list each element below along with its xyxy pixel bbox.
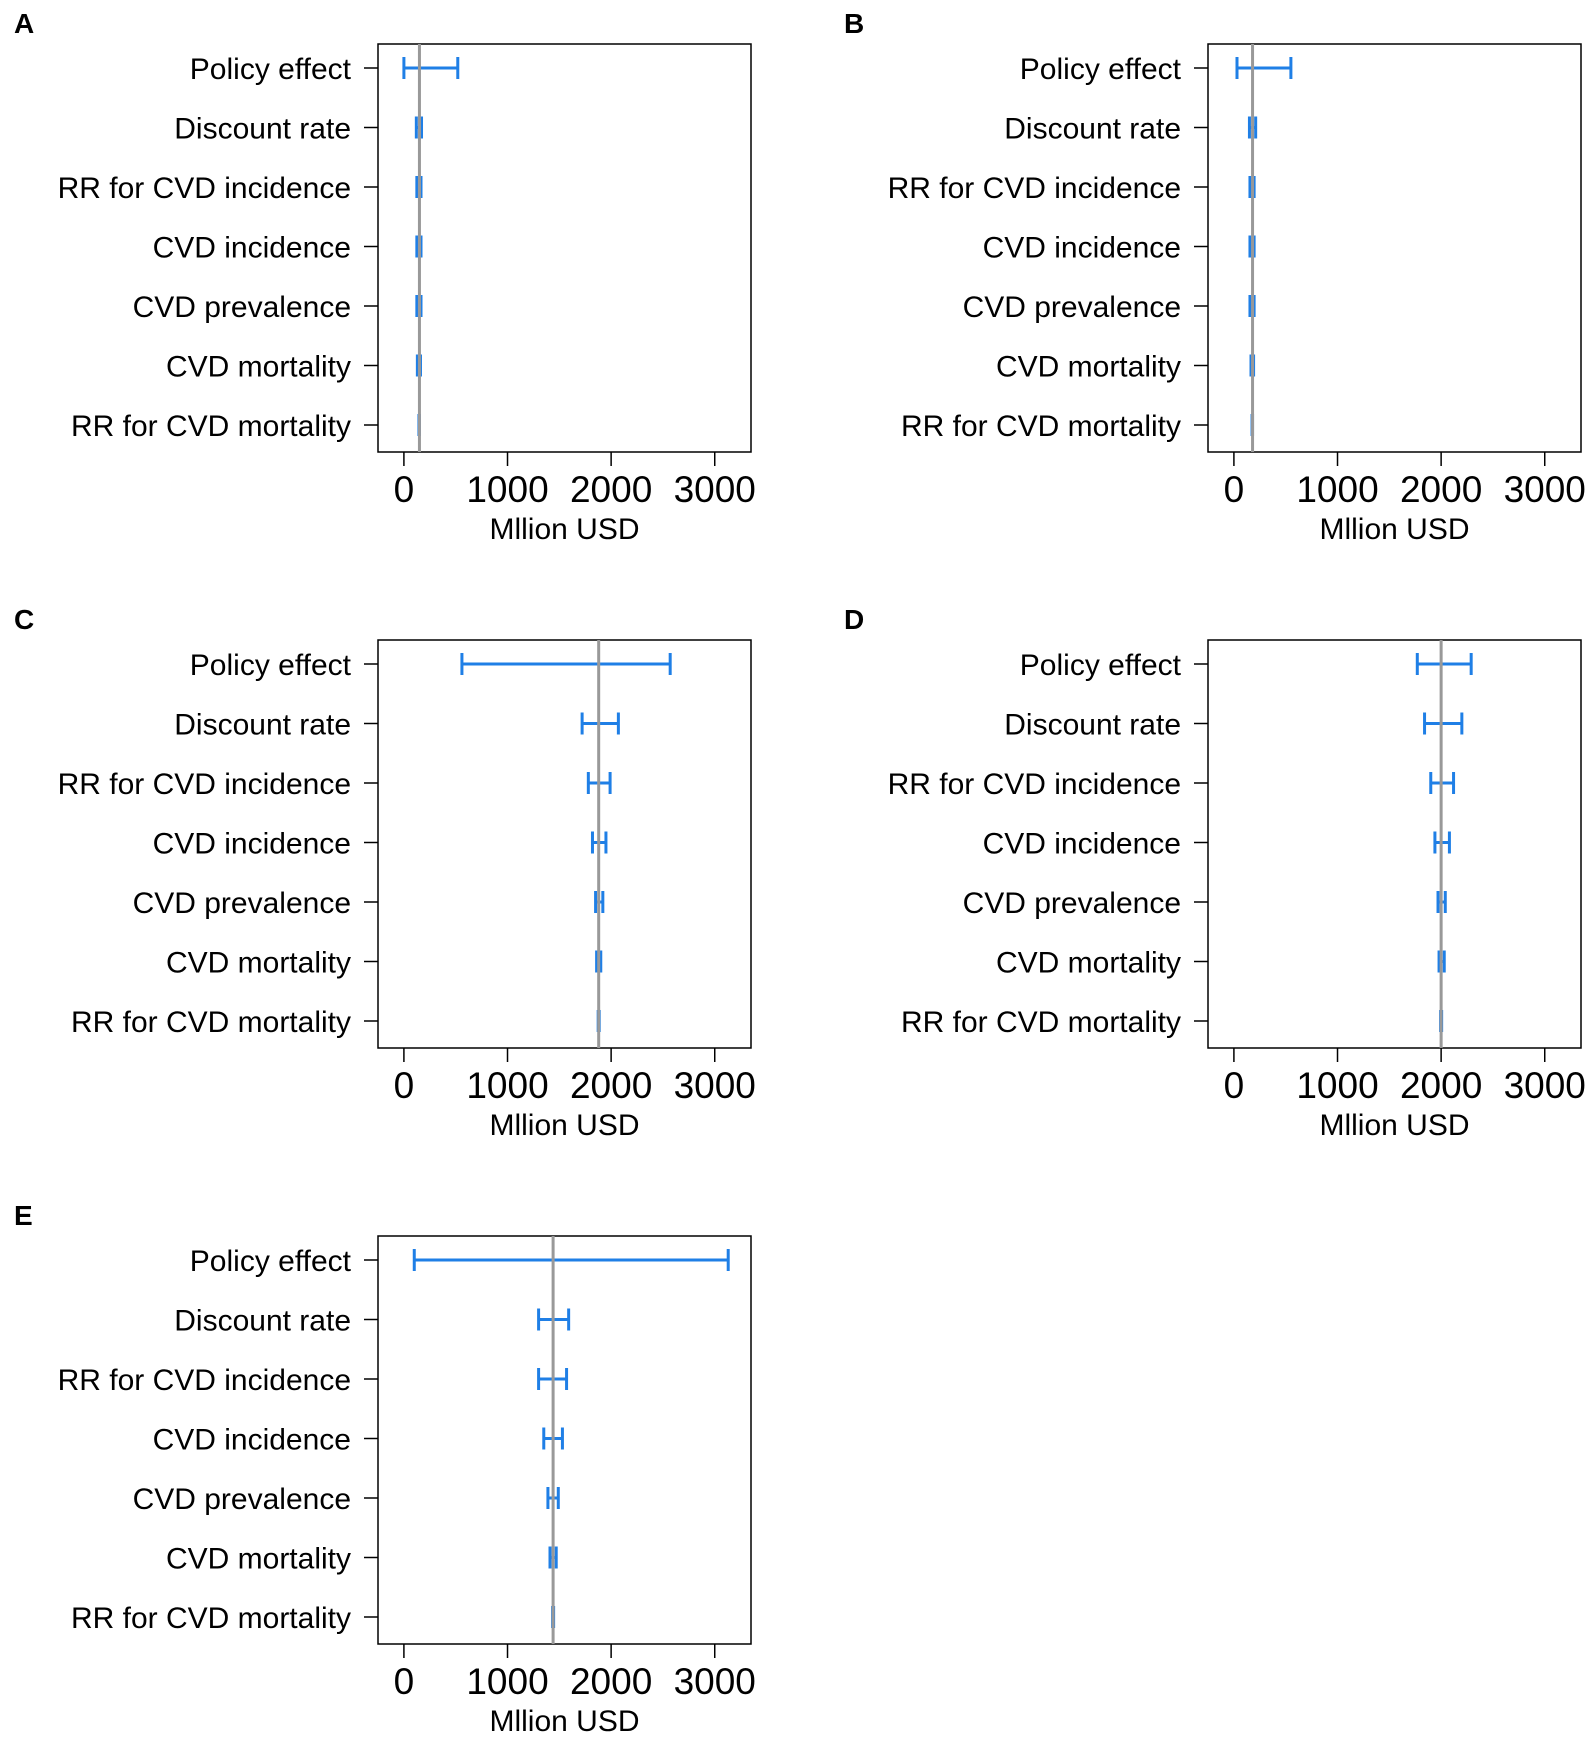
panel-letter: A [14, 8, 34, 39]
range-bar [412, 1249, 730, 1271]
category-label: CVD prevalence [963, 887, 1181, 920]
category-label: RR for CVD mortality [71, 1602, 351, 1635]
category-label: CVD incidence [983, 828, 1181, 861]
category-label: Policy effect [190, 649, 352, 682]
x-tick-label: 3000 [674, 469, 756, 510]
x-tick-label: 2000 [570, 469, 652, 510]
x-tick-label: 1000 [466, 469, 548, 510]
category-label: Discount rate [174, 709, 351, 742]
x-tick-label: 2000 [1400, 469, 1482, 510]
panel-d: D Policy effect Discount rate RR for CVD in… [844, 604, 1586, 1142]
x-tick-label: 1000 [1296, 1065, 1378, 1106]
category-label: CVD prevalence [133, 291, 351, 324]
category-label: Discount rate [1004, 113, 1181, 146]
category-label: Policy effect [1020, 649, 1182, 682]
category-label: CVD mortality [166, 351, 351, 384]
category-label: Policy effect [190, 1245, 352, 1278]
category-label: RR for CVD mortality [71, 1006, 351, 1039]
range-bar [402, 57, 460, 79]
panel-letter: B [844, 8, 864, 39]
plot-frame [377, 639, 752, 1049]
plot-frame [1207, 43, 1582, 453]
x-axis-title: Mllion USD [1319, 1109, 1469, 1142]
category-label: RR for CVD mortality [71, 410, 351, 443]
panel-a: A Policy effect Discount rate RR for CVD in… [14, 8, 756, 546]
category-label: CVD prevalence [133, 1483, 351, 1516]
x-axis-title: Mllion USD [489, 1109, 639, 1142]
x-tick-label: 2000 [570, 1065, 652, 1106]
panel-letter: C [14, 604, 34, 635]
panel-letter: E [14, 1200, 33, 1231]
x-tick-label: 0 [1224, 469, 1245, 510]
x-tick-label: 1000 [466, 1065, 548, 1106]
x-tick-label: 3000 [674, 1065, 756, 1106]
category-label: RR for CVD incidence [58, 172, 351, 205]
x-tick-label: 0 [1224, 1065, 1245, 1106]
category-label: RR for CVD incidence [58, 768, 351, 801]
range-bar [1235, 57, 1293, 79]
category-label: Policy effect [1020, 53, 1182, 86]
category-label: CVD incidence [153, 1424, 351, 1457]
x-tick-label: 2000 [570, 1661, 652, 1702]
category-label: Policy effect [190, 53, 352, 86]
category-label: Discount rate [174, 113, 351, 146]
category-label: RR for CVD incidence [58, 1364, 351, 1397]
category-label: Discount rate [174, 1305, 351, 1338]
x-tick-label: 3000 [1504, 1065, 1586, 1106]
x-axis-title: Mllion USD [489, 513, 639, 546]
category-label: CVD mortality [996, 947, 1181, 980]
category-label: RR for CVD mortality [901, 1006, 1181, 1039]
range-bar [460, 653, 672, 675]
x-tick-label: 1000 [466, 1661, 548, 1702]
category-label: CVD mortality [166, 947, 351, 980]
x-tick-label: 3000 [1504, 469, 1586, 510]
x-axis-title: Mllion USD [1319, 513, 1469, 546]
category-label: CVD mortality [166, 1543, 351, 1576]
panel-c: C Policy effect Discount rate RR for CVD in… [14, 604, 756, 1142]
plot-frame [1207, 639, 1582, 1049]
category-label: CVD incidence [153, 232, 351, 265]
x-tick-label: 1000 [1296, 469, 1378, 510]
x-tick-label: 0 [394, 469, 415, 510]
x-tick-label: 0 [394, 1661, 415, 1702]
category-label: CVD prevalence [133, 887, 351, 920]
plot-frame [377, 43, 752, 453]
panel-b: B Policy effect Discount rate RR for CVD in… [844, 8, 1586, 546]
x-tick-label: 0 [394, 1065, 415, 1106]
category-label: RR for CVD mortality [901, 410, 1181, 443]
range-bar [1423, 712, 1464, 735]
panel-e: E Policy effect Discount rate RR for CVD in… [14, 1200, 756, 1738]
category-label: Discount rate [1004, 709, 1181, 742]
category-label: CVD prevalence [963, 291, 1181, 324]
range-bar [580, 712, 620, 735]
category-label: CVD incidence [983, 232, 1181, 265]
x-tick-label: 2000 [1400, 1065, 1482, 1106]
x-axis-title: Mllion USD [489, 1705, 639, 1738]
category-label: CVD incidence [153, 828, 351, 861]
category-label: RR for CVD incidence [888, 768, 1181, 801]
category-label: RR for CVD incidence [888, 172, 1181, 205]
panel-letter: D [844, 604, 864, 635]
category-label: CVD mortality [996, 351, 1181, 384]
plot-frame [377, 1235, 752, 1645]
x-tick-label: 3000 [674, 1661, 756, 1702]
range-bar [1415, 653, 1473, 675]
